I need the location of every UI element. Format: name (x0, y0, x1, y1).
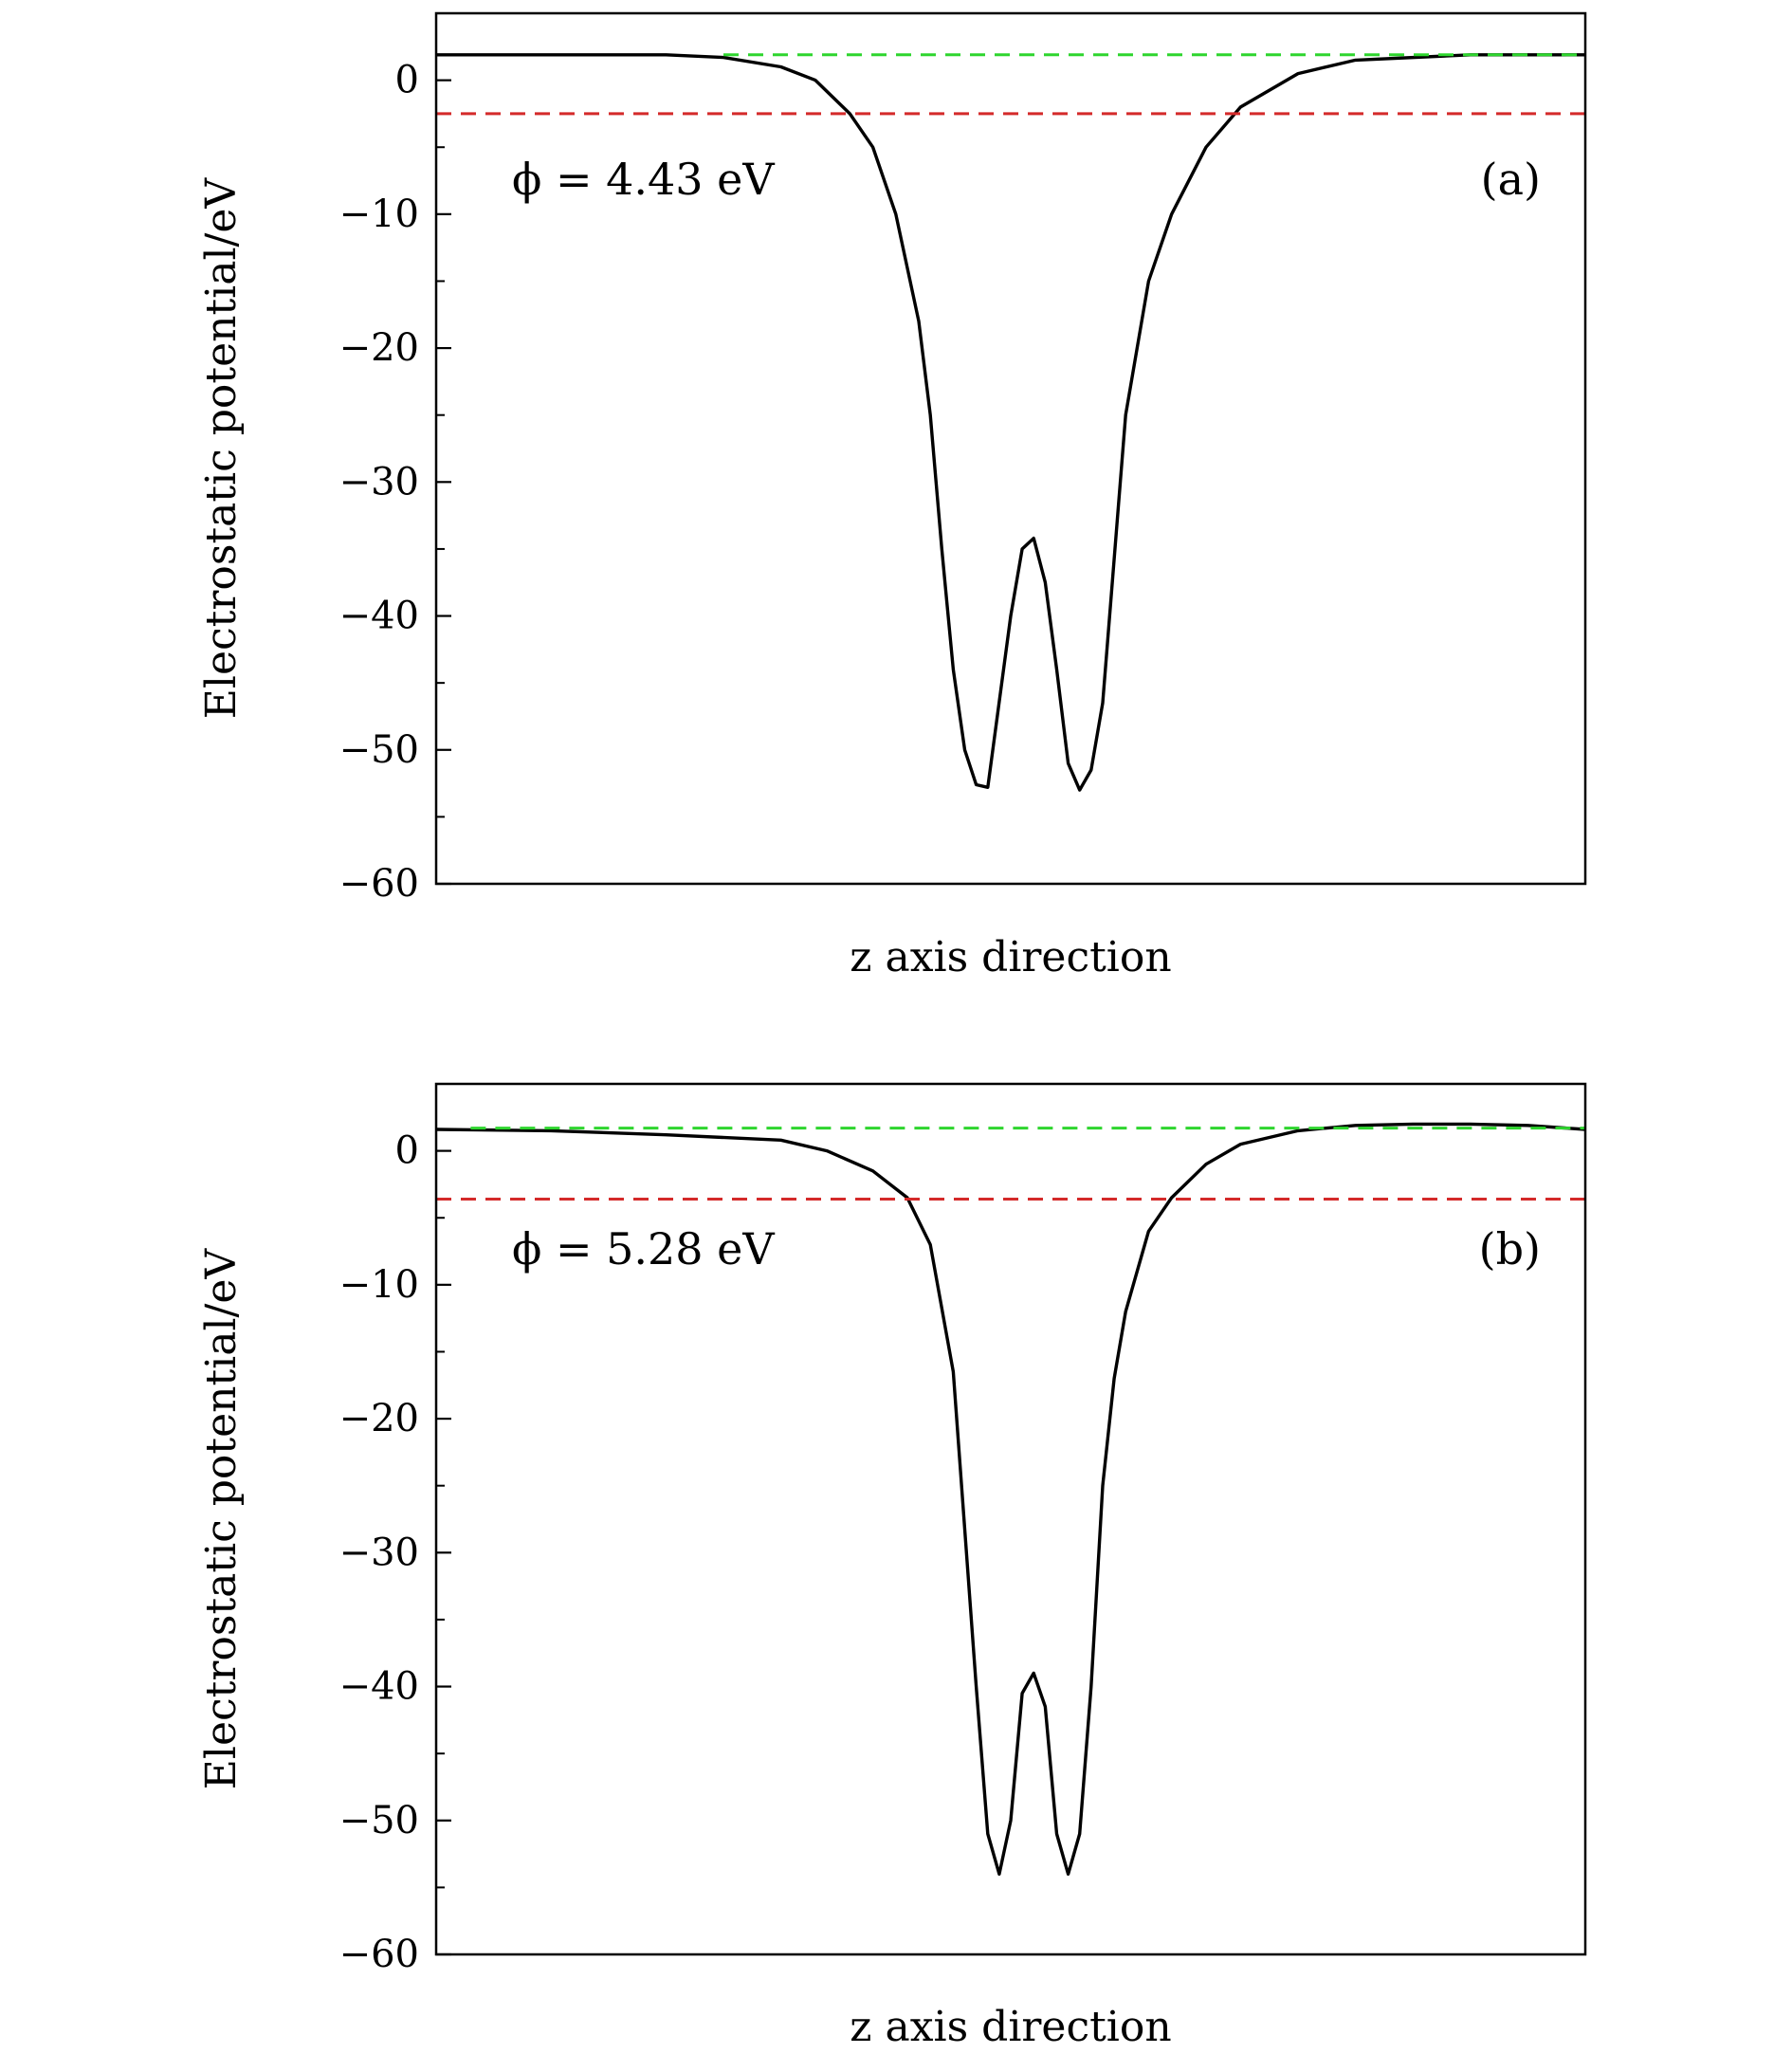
y-tick-label: −30 (339, 1531, 419, 1574)
y-tick-label: −10 (339, 1263, 419, 1307)
y-tick-label: −50 (339, 728, 419, 772)
y-tick-label: −60 (339, 1933, 419, 1976)
panel-label: (a) (1481, 154, 1541, 205)
y-tick-label: −40 (339, 1665, 419, 1709)
work-function-annotation: ϕ = 5.28 eV (512, 1223, 775, 1274)
x-axis-title: z axis direction (850, 933, 1171, 981)
plot-frame (434, 11, 1587, 886)
y-tick-label: 0 (395, 59, 419, 102)
y-tick-label: −40 (339, 595, 419, 638)
y-tick-label: 0 (395, 1129, 419, 1173)
x-axis-title: z axis direction (850, 2003, 1171, 2051)
potential-curve (436, 1122, 1585, 1876)
chart-panel-a: 0 −10 −20 −30 −40 −50 −60 z axis direction Elect… (197, 11, 1587, 981)
y-tick-label: −20 (339, 326, 419, 370)
y-tick-label: −30 (339, 460, 419, 504)
y-tick-label: −50 (339, 1799, 419, 1843)
y-axis-title: Electrostatic potential/eV (197, 177, 246, 720)
plot-frame (434, 1082, 1587, 1956)
y-tick-label: −10 (339, 193, 419, 236)
potential-curve (436, 53, 1585, 792)
y-tick-label: −60 (339, 862, 419, 906)
work-function-annotation: ϕ = 4.43 eV (512, 154, 775, 205)
y-tick-label: −20 (339, 1397, 419, 1440)
y-axis-title: Electrostatic potential/eV (197, 1248, 246, 1790)
chart-panel-b: 0 −10 −20 −30 −40 −50 −60 z axis direction Elect… (197, 1082, 1587, 2051)
panel-label: (b) (1479, 1223, 1541, 1274)
